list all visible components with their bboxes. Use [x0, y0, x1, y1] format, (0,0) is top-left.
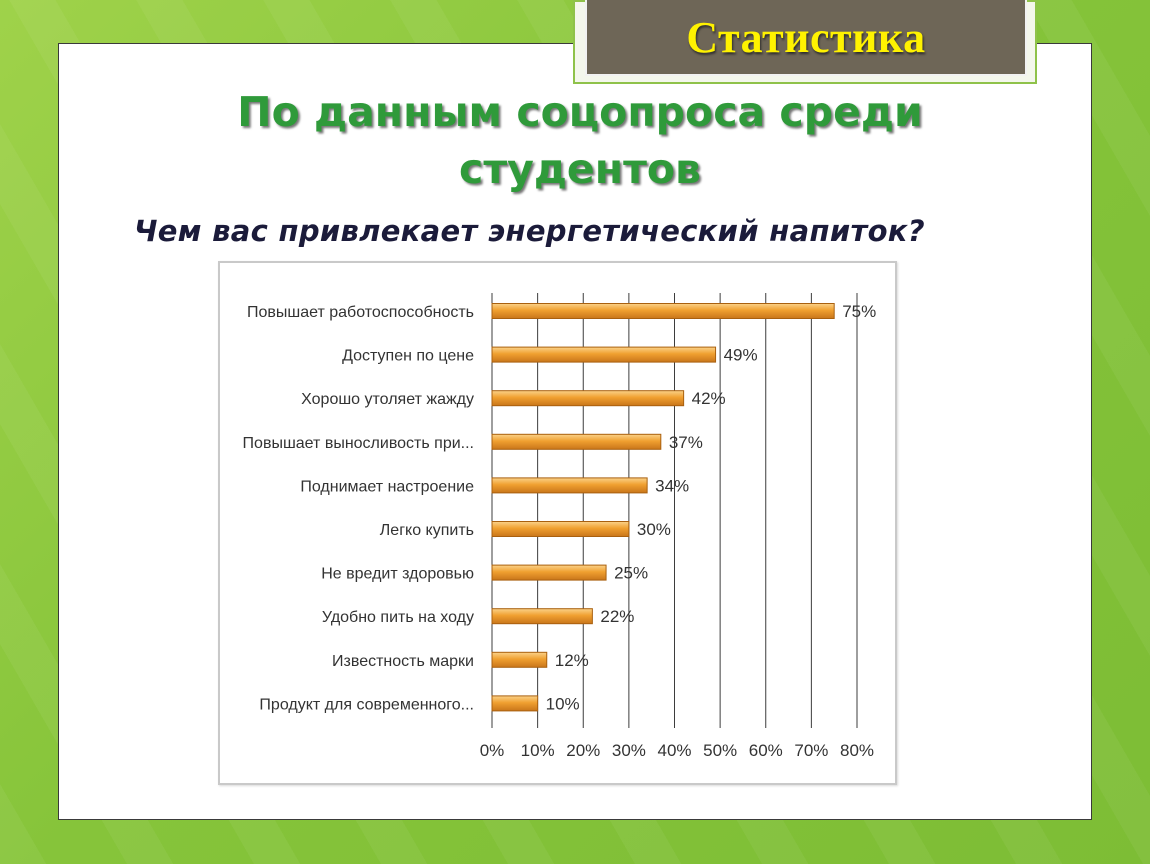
data-label: 49%	[724, 346, 758, 365]
data-label: 75%	[842, 302, 876, 321]
bar	[491, 477, 648, 494]
data-label: 25%	[614, 564, 648, 583]
chart-frame: 0% 10% 20% 30% 40% 50% 60% 70% 80% Повышает работ…	[218, 261, 897, 785]
category-label: Не вредит здоровью	[321, 566, 474, 583]
headline-line-2: студентов	[459, 145, 701, 193]
headline-line-1: По данным соцопроса среди	[237, 88, 923, 136]
category-label: Удобно пить на ходу	[322, 609, 474, 626]
headline: По данным соцопроса среди студентов	[160, 84, 1000, 198]
bar	[491, 651, 548, 668]
bar	[491, 564, 607, 581]
category-label: Известность марки	[332, 653, 474, 670]
x-tick-label: 20%	[566, 741, 600, 760]
category-label: Поднимает настроение	[300, 478, 474, 495]
x-tick-label: 80%	[840, 741, 874, 760]
bar	[491, 608, 593, 625]
bar	[491, 303, 835, 319]
data-label: 10%	[546, 694, 580, 713]
badge-title: Статистика	[686, 12, 926, 62]
x-tick-label: 0%	[480, 741, 505, 760]
data-label: 37%	[669, 433, 703, 452]
bar-chart: 0% 10% 20% 30% 40% 50% 60% 70% 80% Повышает работ…	[243, 293, 876, 760]
category-label: Хорошо утоляет жажду	[301, 391, 474, 408]
data-label: 42%	[692, 389, 726, 408]
bar	[491, 433, 662, 450]
x-tick-label: 60%	[749, 741, 783, 760]
category-label: Доступен по цене	[342, 348, 474, 365]
category-label: Продукт для современного...	[259, 696, 474, 713]
x-tick-label: 70%	[794, 741, 828, 760]
data-label: 34%	[655, 476, 689, 495]
x-tick-label: 30%	[612, 741, 646, 760]
data-label: 30%	[637, 520, 671, 539]
x-tick-label: 40%	[657, 741, 691, 760]
category-label: Легко купить	[380, 522, 474, 539]
category-label: Повышает работоспособность	[247, 304, 474, 321]
chart-question: Чем вас привлекает энергетический напито…	[134, 214, 925, 248]
category-label: Повышает выносливость при...	[243, 435, 474, 452]
x-tick-label: 50%	[703, 741, 737, 760]
bar	[491, 521, 630, 537]
bar	[491, 695, 539, 712]
bar	[491, 390, 685, 407]
bar	[491, 346, 717, 363]
x-tick-label: 10%	[521, 741, 555, 760]
data-label: 12%	[555, 651, 589, 670]
data-label: 22%	[600, 607, 634, 626]
title-badge: Статистика	[585, 0, 1027, 76]
